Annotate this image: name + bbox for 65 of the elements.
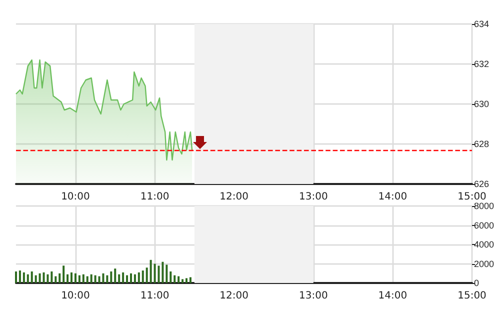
- x-tick-label: 14:00: [378, 192, 408, 202]
- bar: [54, 276, 57, 283]
- x-tick-label: 15:00: [458, 290, 486, 302]
- x-tick-label: 13:00: [298, 290, 328, 302]
- y-tick-label: 8000: [474, 201, 494, 211]
- y-tick-label: 4000: [474, 240, 494, 250]
- x-tick-label: 12:00: [220, 192, 248, 202]
- bar: [78, 275, 80, 283]
- bar: [189, 277, 192, 283]
- bar: [66, 274, 69, 283]
- y-tick-label: 626: [474, 179, 490, 189]
- bar: [86, 276, 88, 283]
- x-tick-label: 10:00: [61, 290, 90, 302]
- bar: [130, 273, 132, 283]
- bar: [26, 274, 29, 283]
- bar: [106, 275, 108, 283]
- bar: [158, 266, 160, 283]
- bar: [134, 274, 136, 283]
- bar: [142, 270, 144, 283]
- bar: [38, 273, 41, 283]
- bar: [150, 260, 152, 283]
- y-tick-label: 632: [474, 59, 490, 69]
- bar: [18, 270, 21, 283]
- bar: [50, 271, 53, 283]
- bar: [34, 275, 37, 283]
- bar: [110, 271, 112, 283]
- bar: [94, 275, 96, 283]
- bar: [170, 271, 172, 283]
- bar: [98, 276, 100, 283]
- y-tick-label: 628: [474, 139, 490, 149]
- y-tick-label: 2000: [474, 258, 494, 269]
- bar: [74, 273, 76, 283]
- bar: [15, 271, 17, 283]
- bar: [162, 262, 164, 283]
- bar: [138, 272, 140, 283]
- bar: [178, 276, 180, 283]
- x-tick-label: 15:00: [458, 192, 486, 202]
- bar: [166, 264, 168, 283]
- bar: [46, 274, 49, 283]
- bar: [126, 275, 128, 283]
- bar: [154, 264, 156, 283]
- x-tick-label: 11:00: [140, 192, 170, 202]
- bar: [182, 279, 184, 283]
- x-tick-label: 14:00: [378, 290, 408, 302]
- x-tick-label: 11:00: [140, 290, 170, 302]
- bar: [186, 278, 188, 283]
- bar: [118, 274, 120, 283]
- bar: [82, 274, 84, 283]
- x-tick-label: 13:00: [298, 192, 328, 202]
- bar: [58, 273, 61, 283]
- y-tick-label: 634: [474, 19, 490, 29]
- bar: [122, 272, 124, 283]
- bar: [22, 272, 25, 283]
- bar: [114, 268, 116, 283]
- bar: [30, 271, 33, 283]
- x-tick-label: 12:00: [220, 290, 248, 302]
- bar: [70, 272, 73, 283]
- bar: [102, 273, 104, 283]
- bar: [146, 268, 148, 283]
- bar: [174, 275, 176, 283]
- bar: [42, 272, 45, 283]
- bar: [90, 274, 92, 283]
- y-tick-label: 6000: [474, 220, 494, 230]
- y-tick-label: 630: [474, 99, 490, 109]
- x-tick-label: 10:00: [61, 192, 90, 202]
